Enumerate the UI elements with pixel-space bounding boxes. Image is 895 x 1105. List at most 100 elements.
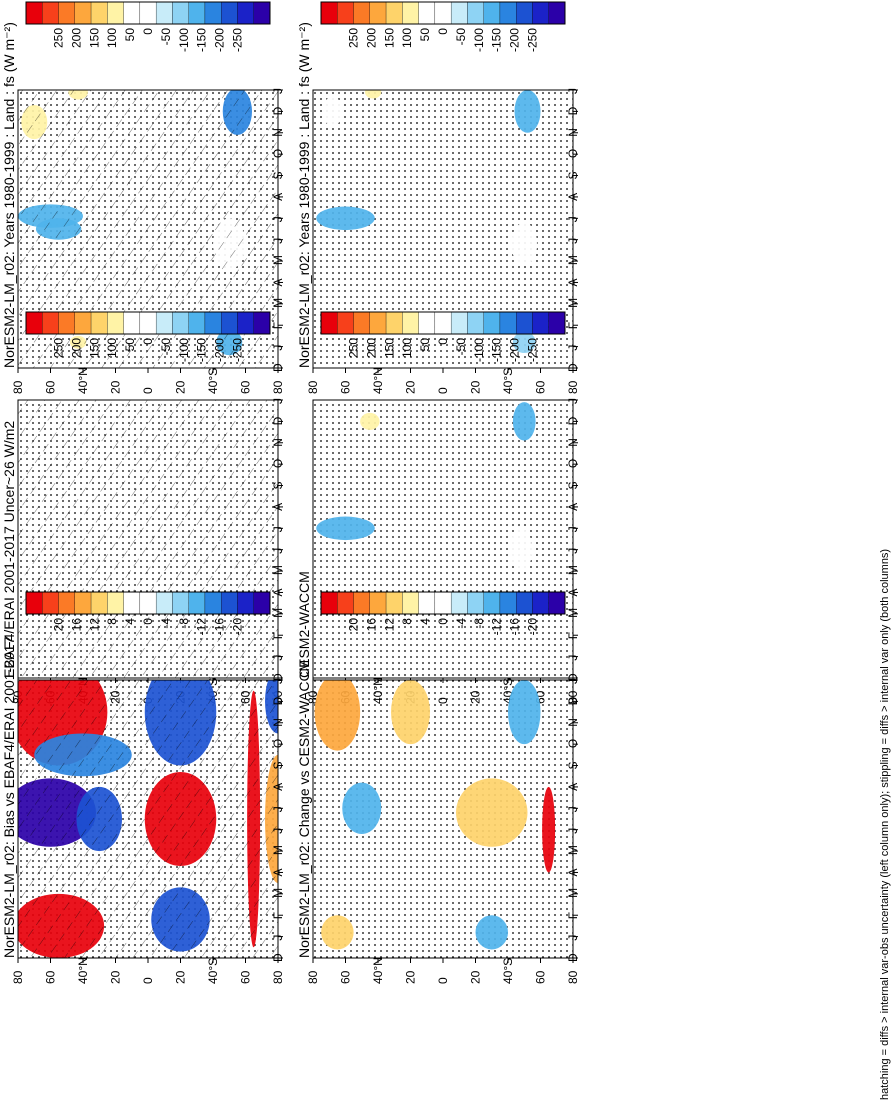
colorbar-label: -8 xyxy=(472,618,486,629)
colorbar-label: 50 xyxy=(123,338,137,352)
colorbar-swatch xyxy=(353,311,370,335)
lat-tick-label: 20 xyxy=(404,970,418,984)
colorbar-label: 200 xyxy=(364,338,378,358)
lat-tick-label: 20 xyxy=(469,380,483,394)
month-tick-label: D xyxy=(271,953,285,962)
colorbar: 250 200 150 100 50 0 -50 -100 -150 -200 -250 xyxy=(320,1,566,52)
month-tick-label: J xyxy=(271,678,285,684)
panel-title: EBAF4/ERAI 2001-2017 Uncer~26 W/m2 xyxy=(1,421,17,678)
lat-tick-label: 60 xyxy=(239,970,253,984)
month-tick-label: M xyxy=(566,565,580,575)
data-blob xyxy=(508,680,541,745)
month-tick-label: N xyxy=(566,718,580,727)
colorbar-label: -100 xyxy=(472,28,486,52)
lat-tick-label: 20 xyxy=(109,380,123,394)
data-blob xyxy=(316,206,375,231)
month-tick-label: J xyxy=(566,238,580,244)
colorbar-label: -12 xyxy=(195,618,209,636)
colorbar-label: -50 xyxy=(159,28,173,46)
data-blob xyxy=(509,528,533,572)
colorbar-swatch xyxy=(418,591,436,615)
month-tick-label: J xyxy=(566,806,580,812)
colorbar-swatch xyxy=(25,591,43,615)
lat-tick-label: 40°N xyxy=(76,367,90,394)
colorbar-label: 250 xyxy=(52,338,66,358)
colorbar-swatch xyxy=(25,311,43,335)
colorbar-label: -8 xyxy=(177,618,191,629)
colorbar-label: 200 xyxy=(364,28,378,48)
colorbar-swatch xyxy=(155,1,173,25)
colorbar-label: -50 xyxy=(454,338,468,356)
lat-tick-label: 60 xyxy=(339,970,353,984)
colorbar-label: 200 xyxy=(69,338,83,358)
colorbar-label: 50 xyxy=(418,338,432,352)
month-tick-label: O xyxy=(271,739,285,748)
colorbar-label: 8 xyxy=(400,618,414,625)
colorbar-label: -4 xyxy=(454,618,468,629)
month-tick-label: D xyxy=(271,696,285,705)
lat-tick-label: 80 xyxy=(566,380,580,394)
colorbar-label: 20 xyxy=(347,618,361,632)
lat-tick-label: 80 xyxy=(566,970,580,984)
colorbar-swatch xyxy=(155,591,173,615)
colorbar-label: 4 xyxy=(123,618,137,625)
lat-tick-label: 80 xyxy=(271,380,285,394)
colorbar-label: -200 xyxy=(508,28,522,52)
month-tick-label: J xyxy=(271,88,285,94)
panel-title: NorESM2-LM_r02: Change vs CESM2-WACCM xyxy=(296,660,312,958)
data-blob xyxy=(321,915,354,950)
data-blob xyxy=(365,90,382,99)
month-tick-label: F xyxy=(271,912,285,919)
month-tick-label: J xyxy=(271,526,285,532)
month-tick-label: F xyxy=(271,632,285,639)
colorbar-swatch xyxy=(172,1,189,25)
colorbar-swatch xyxy=(42,311,59,335)
colorbar-swatch xyxy=(221,1,238,25)
colorbar-swatch xyxy=(253,591,271,615)
month-tick-label: N xyxy=(566,438,580,447)
data-blob xyxy=(391,680,430,745)
colorbar-swatch xyxy=(532,591,549,615)
month-tick-label: N xyxy=(271,718,285,727)
colorbar-swatch xyxy=(369,591,387,615)
colorbar-swatch xyxy=(434,311,452,335)
month-tick-label: J xyxy=(271,548,285,554)
colorbar-label: -100 xyxy=(472,338,486,362)
month-tick-label: J xyxy=(566,345,580,351)
month-tick-label: S xyxy=(566,482,580,490)
colorbar-swatch xyxy=(221,311,238,335)
month-tick-label: O xyxy=(566,149,580,158)
colorbar-label: -50 xyxy=(159,338,173,356)
lat-tick-label: 60 xyxy=(534,970,548,984)
data-blob xyxy=(316,516,375,541)
colorbar-swatch xyxy=(107,1,124,25)
month-tick-label: A xyxy=(566,278,580,286)
colorbar-label: 200 xyxy=(69,28,83,48)
colorbar-swatch xyxy=(385,1,403,25)
month-tick-label: N xyxy=(271,128,285,137)
colorbar-swatch xyxy=(418,1,436,25)
colorbar-swatch xyxy=(337,311,354,335)
colorbar-swatch xyxy=(253,311,271,335)
colorbar-swatch xyxy=(483,1,501,25)
colorbar-swatch xyxy=(337,1,354,25)
colorbar-swatch xyxy=(548,1,566,25)
colorbar-swatch xyxy=(402,591,419,615)
colorbar-label: -250 xyxy=(230,28,244,52)
lat-tick-label: 0 xyxy=(141,977,155,984)
month-tick-label: A xyxy=(566,588,580,596)
colorbar-label: 250 xyxy=(347,28,361,48)
lat-tick-label: 40°S xyxy=(206,368,220,394)
colorbar-swatch xyxy=(204,311,222,335)
panel-title: NorESM2-LM_r02: Bias vs EBAF4/ERAI 2001-… xyxy=(1,636,17,958)
colorbar-swatch xyxy=(320,311,338,335)
colorbar-label: 0 xyxy=(141,618,155,625)
hatching xyxy=(18,680,278,958)
colorbar-swatch xyxy=(123,1,141,25)
month-tick-label: M xyxy=(271,298,285,308)
colorbar-label: 4 xyxy=(418,618,432,625)
data-blob xyxy=(360,412,380,430)
lat-tick-label: 80 xyxy=(306,970,320,984)
colorbar-label: 150 xyxy=(87,338,101,358)
